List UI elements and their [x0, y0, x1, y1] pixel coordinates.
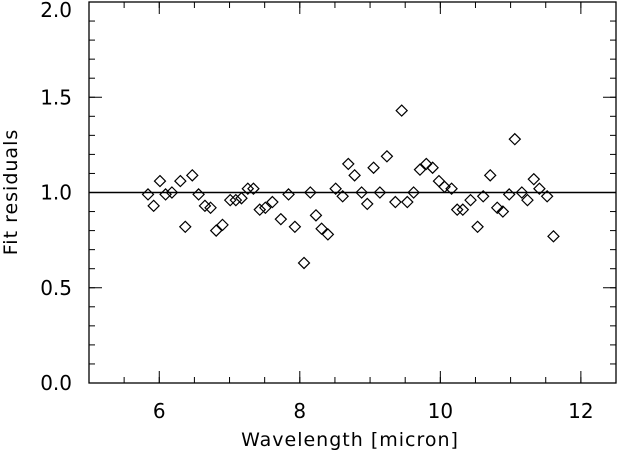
data-point	[198, 199, 212, 213]
data-point	[438, 180, 451, 194]
data-point	[173, 174, 187, 188]
data-point	[395, 104, 409, 117]
data-point	[373, 186, 387, 199]
data-point	[341, 157, 355, 171]
data-point	[159, 188, 172, 201]
data-point	[216, 218, 229, 232]
y-tick-label: 0.0	[40, 371, 72, 395]
data-point	[336, 189, 350, 203]
data-point	[153, 174, 167, 188]
x-tick-label: 10	[428, 399, 453, 423]
data-point	[204, 201, 217, 215]
data-point	[413, 163, 427, 176]
data-point	[456, 203, 470, 216]
data-points	[141, 104, 560, 270]
data-point	[259, 201, 272, 215]
x-tick-labels: 6 8 10 12	[153, 399, 594, 423]
data-point	[147, 199, 160, 213]
data-point	[303, 186, 317, 199]
data-point	[483, 169, 497, 182]
data-point	[407, 186, 420, 199]
data-point	[432, 174, 446, 188]
y-tick-label: 1.5	[40, 85, 72, 109]
data-point	[192, 188, 205, 201]
x-tick-label: 6	[153, 399, 166, 423]
data-point	[185, 169, 199, 182]
data-point	[389, 195, 402, 209]
y-tick-label: 0.5	[40, 276, 72, 300]
data-point	[282, 188, 295, 201]
data-point	[241, 182, 255, 196]
data-point	[527, 172, 541, 186]
data-point	[521, 193, 534, 207]
data-point	[235, 191, 248, 205]
data-point	[355, 186, 368, 199]
data-point	[297, 256, 311, 270]
y-tick-labels: 0.0 0.5 1.0 1.5 2.0	[40, 0, 72, 395]
data-point	[471, 220, 484, 234]
data-point	[253, 203, 267, 216]
y-axis-label: Fit residuals	[0, 129, 22, 256]
data-point	[515, 186, 529, 199]
data-point	[508, 132, 522, 146]
x-axis-label: Wavelength [micron]	[241, 429, 459, 451]
data-point	[502, 188, 516, 201]
data-point	[496, 205, 510, 218]
data-point	[464, 193, 477, 207]
data-point	[209, 224, 223, 237]
data-point	[540, 189, 554, 203]
data-point	[229, 193, 243, 207]
data-point	[445, 182, 458, 196]
data-point	[450, 203, 464, 216]
x-tick-label: 12	[568, 399, 593, 423]
data-point	[165, 186, 179, 199]
data-point	[426, 161, 439, 175]
data-point	[309, 209, 323, 222]
data-point	[360, 197, 374, 211]
data-point	[178, 220, 192, 234]
data-point	[288, 220, 302, 234]
data-point	[315, 222, 328, 236]
y-tick-label: 1.0	[40, 181, 72, 205]
data-point	[400, 195, 414, 209]
data-point	[321, 228, 335, 241]
data-point	[247, 182, 260, 196]
data-point	[419, 157, 433, 171]
axis-ticks	[88, 1, 617, 384]
data-point	[476, 189, 490, 203]
x-tick-label: 8	[293, 399, 306, 423]
data-point	[367, 161, 380, 175]
data-point	[266, 195, 279, 209]
data-point	[348, 169, 361, 182]
data-point	[329, 182, 342, 196]
data-point	[533, 182, 546, 196]
data-point	[547, 229, 560, 243]
data-point	[490, 201, 504, 215]
data-point	[223, 193, 237, 207]
data-point	[274, 212, 288, 226]
data-point	[141, 188, 155, 201]
data-point	[380, 149, 394, 163]
y-tick-label: 2.0	[40, 0, 72, 22]
